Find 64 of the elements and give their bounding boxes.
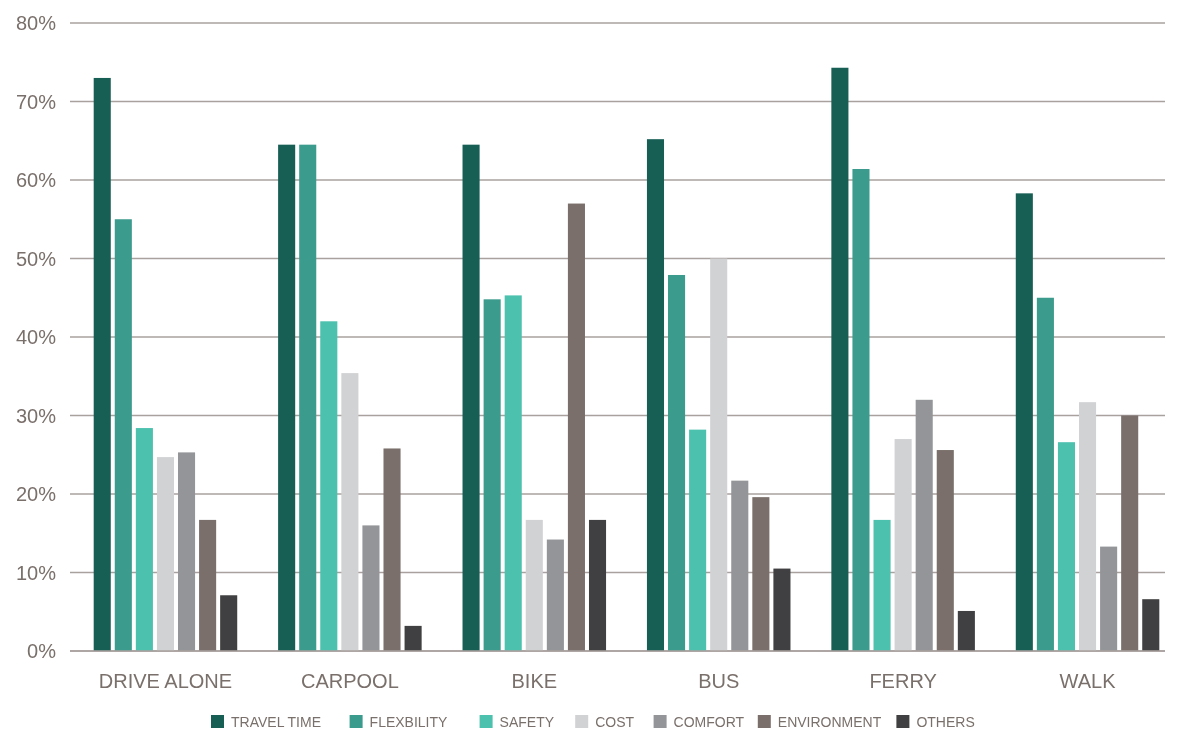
bar [567, 203, 585, 651]
y-tick-label: 10% [15, 561, 57, 584]
y-tick-label: 20% [15, 483, 57, 505]
bar [1057, 442, 1076, 651]
bar [646, 139, 665, 651]
bar [483, 299, 501, 651]
bar [831, 67, 849, 651]
y-tick-label: 40% [15, 326, 57, 348]
x-tick-label: BIKE [511, 670, 558, 692]
y-tick-label: 80% [15, 12, 57, 34]
bar [177, 452, 196, 651]
bar [915, 399, 933, 651]
legend-label: SAFETY [499, 714, 555, 730]
bar [1121, 415, 1139, 651]
bar [588, 519, 607, 651]
bar [362, 525, 380, 651]
bar [135, 428, 153, 651]
legend-label: OTHERS [916, 714, 975, 730]
bar [936, 450, 954, 651]
y-tick-label: 70% [15, 90, 57, 113]
legend-label: COMFORT [673, 714, 745, 730]
bar [199, 519, 217, 651]
bar [668, 274, 686, 651]
legend-label: ENVIRONMENT [777, 714, 882, 730]
bar [1015, 193, 1033, 651]
bar [341, 373, 359, 651]
bar [278, 144, 296, 651]
bar [873, 519, 891, 651]
y-tick-label: 60% [15, 169, 57, 191]
bar [852, 169, 870, 651]
x-tick-label: DRIVE ALONE [98, 670, 233, 692]
bar [320, 321, 338, 651]
x-tick-label: BUS [698, 670, 740, 692]
bar [689, 429, 707, 651]
bar [546, 539, 564, 651]
bar [1100, 546, 1118, 651]
x-tick-label: CARPOOL [300, 670, 399, 692]
legend-label: COST [595, 714, 635, 730]
x-tick-label: WALK [1059, 670, 1117, 692]
bar [156, 457, 174, 651]
bar [504, 295, 522, 651]
bar [383, 448, 401, 651]
bar [93, 77, 111, 651]
bar [894, 439, 912, 651]
bar [1079, 402, 1097, 651]
bar [525, 519, 543, 651]
bar [462, 144, 480, 651]
y-tick-label: 30% [15, 404, 57, 427]
bar [404, 625, 422, 651]
bar [114, 219, 132, 651]
bar [710, 258, 728, 651]
bar [299, 144, 317, 651]
y-tick-label: 0% [27, 640, 57, 662]
bar [1142, 599, 1160, 651]
bar [220, 595, 238, 651]
bar [1036, 297, 1054, 651]
bar [752, 497, 770, 651]
bar [957, 610, 975, 651]
x-tick-label: FERRY [869, 670, 937, 692]
legend-label: FLEXBILITY [369, 714, 449, 730]
y-tick-label: 50% [15, 247, 57, 270]
bar [773, 568, 791, 651]
legend-label: TRAVEL TIME [231, 714, 321, 730]
bar [731, 480, 749, 651]
